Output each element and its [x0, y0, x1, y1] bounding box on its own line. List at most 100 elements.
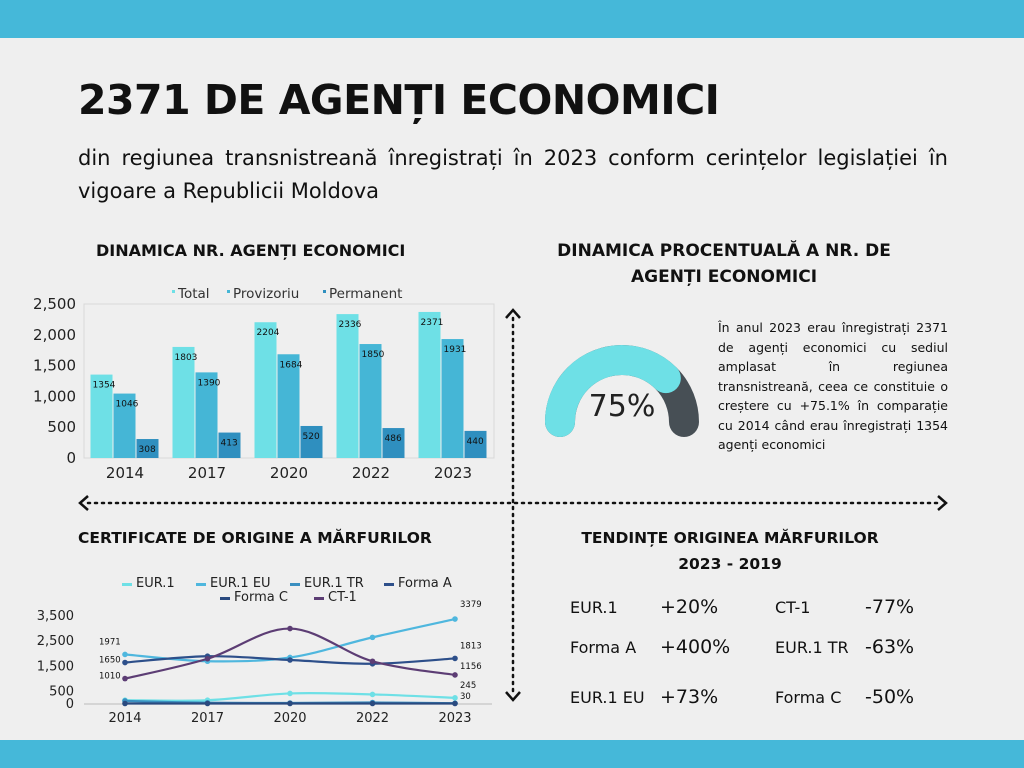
legend-label: EUR.1: [136, 576, 175, 591]
bar-permanent: [464, 430, 487, 458]
legend-marker: [323, 290, 326, 293]
trend-value: +20%: [660, 596, 719, 618]
bar-total: [418, 311, 441, 458]
y-tick-label: 0: [66, 449, 76, 467]
trend-value: -50%: [865, 686, 915, 708]
point-ct-1: [369, 658, 376, 665]
gauge-value: 75%: [589, 389, 656, 424]
bar-total: [336, 314, 359, 458]
point-eur-1: [452, 695, 458, 701]
x-tick-label: 2014: [106, 464, 144, 482]
trends-section-title: TENDINȚE ORIGINEA MĂRFURILOR 2023 - 2019: [581, 529, 879, 573]
bar-value-label: 486: [385, 434, 402, 444]
point-eur-1: [369, 691, 376, 698]
gauge-fill: [545, 345, 681, 437]
point-ct-1: [287, 625, 293, 632]
bar-value-label: 2371: [421, 318, 444, 328]
trend-name: EUR.1: [570, 598, 618, 617]
x-tick-label: 2020: [273, 711, 306, 726]
point-ct-1: [204, 655, 211, 662]
y-tick-label: 2,500: [37, 634, 74, 649]
point-forma-c: [287, 700, 293, 707]
bar-total: [254, 322, 277, 458]
line-value-label: 30: [460, 692, 471, 702]
point-forma-a: [122, 659, 128, 666]
percentage-gauge: 75%: [545, 345, 699, 437]
legend-label: EUR.1 EU: [210, 576, 271, 591]
bottom-band: [0, 740, 1024, 768]
legend-label: Forma A: [398, 576, 452, 591]
bar-value-label: 1390: [198, 378, 221, 388]
x-tick-label: 2022: [352, 464, 390, 482]
line-value-label: 1971: [99, 637, 121, 647]
trend-item: EUR.1 +20%: [570, 596, 718, 618]
point-ct-1: [122, 675, 128, 682]
line-value-label: 1650: [99, 656, 121, 666]
bar-value-label: 2336: [339, 320, 362, 330]
legend-marker: [122, 583, 132, 586]
legend-marker: [172, 290, 175, 293]
legend-marker: [290, 583, 300, 586]
bar-provizoriu: [113, 393, 136, 458]
trend-value: +73%: [660, 686, 719, 708]
point-forma-a: [287, 657, 293, 663]
line-value-label: 245: [460, 681, 476, 691]
trend-item: EUR.1 EU +73%: [570, 686, 718, 708]
trend-name: EUR.1 EU: [570, 688, 645, 707]
bar-provizoriu: [195, 372, 218, 458]
certificates-section-title: CERTIFICATE DE ORIGINE A MĂRFURILOR: [78, 529, 432, 547]
legend-label: Permanent: [329, 286, 402, 302]
point-eur-1: [287, 690, 293, 697]
arrow-right-icon: [937, 495, 948, 511]
y-tick-label: 2,000: [33, 326, 76, 344]
legend-marker: [227, 290, 230, 293]
page-subtitle: din regiunea transnistreană înregistrați…: [78, 146, 948, 203]
x-tick-label: 2023: [434, 464, 472, 482]
x-tick-label: 2020: [270, 464, 308, 482]
bar-permanent: [382, 428, 405, 458]
page-title: 2371 DE AGENȚI ECONOMICI: [78, 76, 720, 124]
bar-section-title: DINAMICA NR. AGENȚI ECONOMICI: [96, 241, 406, 260]
legend-label: Forma C: [234, 590, 288, 605]
x-tick-label: 2014: [108, 711, 141, 726]
bar-value-label: 1046: [116, 400, 139, 410]
point-forma-c: [452, 700, 458, 707]
bar-value-label: 2204: [257, 328, 280, 338]
legend-label: Provizoriu: [233, 286, 299, 302]
bar-permanent: [136, 439, 159, 458]
y-tick-label: 1,500: [37, 659, 74, 674]
trend-value: -77%: [865, 596, 915, 618]
trend-item: EUR.1 TR -63%: [775, 636, 914, 658]
point-eur-1-eu: [369, 634, 376, 641]
bar-value-label: 1850: [362, 350, 385, 360]
bar-value-label: 1684: [280, 360, 303, 370]
y-tick-label: 2,500: [33, 295, 76, 313]
y-tick-label: 500: [49, 684, 74, 699]
bar-value-label: 413: [221, 439, 238, 449]
trend-item: CT-1 -77%: [775, 596, 914, 618]
trend-name: EUR.1 TR: [775, 638, 849, 657]
bar-total: [90, 374, 113, 458]
line-value-label: 1813: [460, 641, 482, 651]
bar-value-label: 1803: [175, 353, 198, 363]
trend-name: Forma C: [775, 688, 842, 707]
bar-value-label: 308: [139, 445, 156, 455]
line-value-label: 1010: [99, 672, 121, 682]
bar-provizoriu: [441, 339, 464, 458]
bar-provizoriu: [277, 354, 300, 458]
legend-marker: [220, 597, 230, 600]
x-tick-label: 2022: [356, 711, 389, 726]
point-forma-c: [122, 700, 128, 707]
point-forma-c: [369, 700, 376, 707]
point-eur-1-eu: [122, 651, 128, 658]
trend-name: Forma A: [570, 638, 637, 657]
legend-marker: [196, 583, 206, 586]
point-forma-a: [452, 655, 458, 662]
gauge-section-title: DINAMICA PROCENTUALĂ A NR. DE AGENȚI ECO…: [557, 241, 891, 287]
arrow-left-icon: [78, 495, 89, 511]
line-ct-1: [124, 627, 456, 680]
y-tick-label: 500: [47, 418, 76, 436]
point-eur-1-eu: [452, 616, 458, 622]
